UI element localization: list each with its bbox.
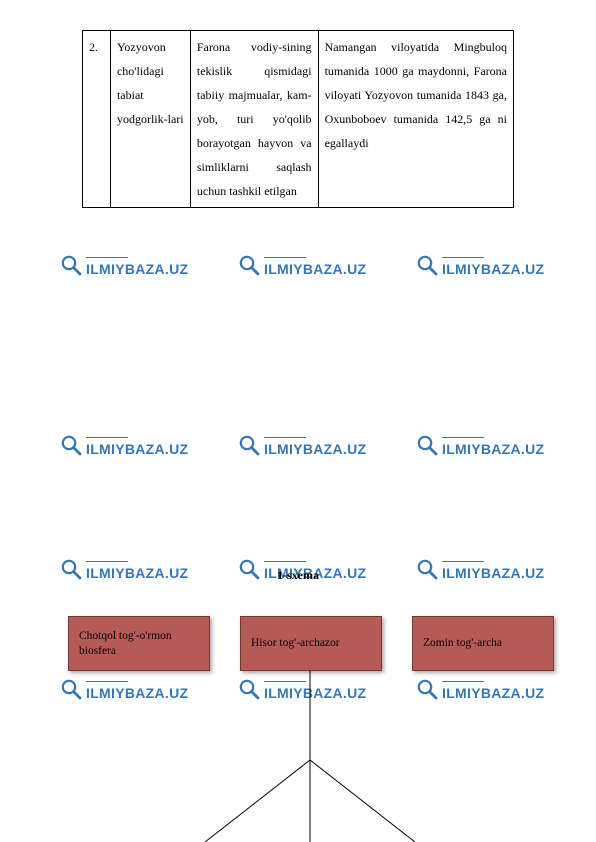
box-label: Zomin tog'-archa — [423, 636, 502, 650]
watermark-text: ILMIYBAZA.UZ — [264, 257, 366, 276]
watermark: ILMIYBAZA.UZ — [416, 434, 544, 456]
watermark-label: ILMIYBAZA.UZ — [86, 262, 188, 276]
watermark-label: ILMIYBAZA.UZ — [86, 442, 188, 456]
box-label: Hisor tog'-archazor — [251, 636, 340, 650]
watermark-label: ILMIYBAZA.UZ — [264, 442, 366, 456]
magnifier-icon — [238, 254, 260, 276]
watermark-text: ILMIYBAZA.UZ — [442, 681, 544, 700]
watermark-text: ILMIYBAZA.UZ — [86, 437, 188, 456]
box-label: Chotqol tog'-o'rmon biosfera — [79, 629, 199, 658]
watermark-dash — [264, 437, 306, 438]
watermark-label: ILMIYBAZA.UZ — [264, 686, 366, 700]
scheme-box-chotqol: Chotqol tog'-o'rmon biosfera — [68, 616, 210, 671]
watermark: ILMIYBAZA.UZ — [60, 678, 188, 700]
watermark-label: ILMIYBAZA.UZ — [442, 442, 544, 456]
magnifier-icon — [416, 254, 438, 276]
watermark: ILMIYBAZA.UZ — [60, 434, 188, 456]
watermark-text: ILMIYBAZA.UZ — [442, 257, 544, 276]
watermark-dash — [442, 681, 484, 682]
watermark-label: ILMIYBAZA.UZ — [442, 262, 544, 276]
watermark-dash — [86, 681, 128, 682]
watermark: ILMIYBAZA.UZ — [238, 254, 366, 276]
watermark: ILMIYBAZA.UZ — [416, 678, 544, 700]
scheme-label: 1-sxema — [0, 568, 596, 583]
cell-location: Namangan viloyatida Mingbuloq tumanida 1… — [318, 31, 513, 208]
cell-name: Yozyovon cho'lidagi tabiat yodgorlik-lar… — [110, 31, 190, 208]
magnifier-icon — [238, 678, 260, 700]
watermark: ILMIYBAZA.UZ — [238, 678, 366, 700]
watermark-dash — [442, 561, 484, 562]
watermark-dash — [264, 257, 306, 258]
watermark-label: ILMIYBAZA.UZ — [264, 262, 366, 276]
watermark-dash — [442, 437, 484, 438]
watermark-dash — [264, 561, 306, 562]
magnifier-icon — [60, 254, 82, 276]
watermark: ILMIYBAZA.UZ — [238, 434, 366, 456]
magnifier-icon — [416, 434, 438, 456]
watermark-text: ILMIYBAZA.UZ — [86, 257, 188, 276]
table-row: 2. Yozyovon cho'lidagi tabiat yodgorlik-… — [83, 31, 514, 208]
magnifier-icon — [416, 678, 438, 700]
magnifier-icon — [60, 434, 82, 456]
magnifier-icon — [238, 434, 260, 456]
watermark-text: ILMIYBAZA.UZ — [264, 437, 366, 456]
watermark-text: ILMIYBAZA.UZ — [86, 681, 188, 700]
magnifier-icon — [60, 678, 82, 700]
scheme-box-hisor: Hisor tog'-archazor — [240, 616, 382, 671]
watermark-label: ILMIYBAZA.UZ — [442, 686, 544, 700]
watermark-label: ILMIYBAZA.UZ — [86, 686, 188, 700]
cell-number: 2. — [83, 31, 111, 208]
scheme-box-zomin: Zomin tog'-archa — [412, 616, 554, 671]
data-table: 2. Yozyovon cho'lidagi tabiat yodgorlik-… — [82, 30, 514, 208]
watermark-dash — [86, 257, 128, 258]
watermark-dash — [442, 257, 484, 258]
watermark: ILMIYBAZA.UZ — [416, 254, 544, 276]
watermark-text: ILMIYBAZA.UZ — [264, 681, 366, 700]
cell-description: Farona vodiy-sining tekislik qismidagi t… — [190, 31, 318, 208]
watermark-dash — [264, 681, 306, 682]
watermark: ILMIYBAZA.UZ — [60, 254, 188, 276]
watermark-dash — [86, 437, 128, 438]
watermark-dash — [86, 561, 128, 562]
watermark-text: ILMIYBAZA.UZ — [442, 437, 544, 456]
